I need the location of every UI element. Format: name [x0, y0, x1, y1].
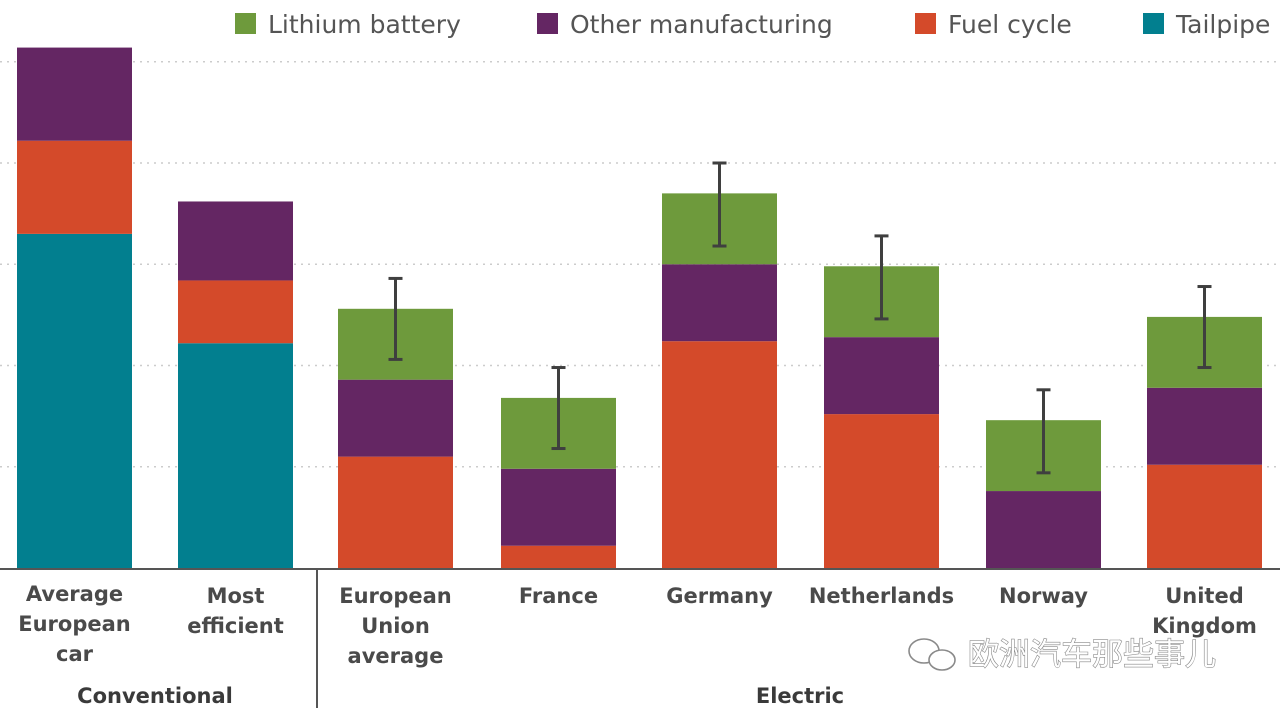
- legend-swatch: [1143, 13, 1164, 34]
- category-label: France: [519, 584, 598, 608]
- category-label: car: [56, 642, 94, 666]
- error-bar: [388, 276, 403, 361]
- legend-label: Fuel cycle: [948, 10, 1072, 39]
- axes: [0, 568, 1280, 708]
- bar-segment-tailpipe: [17, 233, 132, 568]
- legend-swatch: [235, 13, 256, 34]
- bar-segment-other-manufacturing: [1147, 387, 1262, 465]
- category-label: Netherlands: [809, 584, 954, 608]
- bar-segment-tailpipe: [178, 343, 293, 568]
- error-bar: [712, 161, 727, 248]
- legend-label: Lithium battery: [268, 10, 461, 39]
- category-label: efficient: [187, 614, 284, 638]
- group-labels: Conventional Electric: [77, 684, 844, 708]
- legend-label: Other manufacturing: [570, 10, 833, 39]
- group-label: Conventional: [77, 684, 233, 708]
- legend-item-tailpipe: Tailpipe: [1143, 10, 1270, 39]
- bar-segment-other-manufacturing: [338, 379, 453, 457]
- legend-item-lithium-battery: Lithium battery: [235, 10, 461, 39]
- category-label: Union: [361, 614, 430, 638]
- bar-segment-fuel-cycle: [1147, 464, 1262, 568]
- bar-segment-fuel-cycle: [662, 341, 777, 568]
- error-bar: [1197, 285, 1212, 370]
- legend-item-fuel-cycle: Fuel cycle: [915, 10, 1072, 39]
- error-bars: [388, 161, 1212, 475]
- category-label: Norway: [999, 584, 1088, 608]
- bars: [17, 47, 1262, 568]
- error-bar: [874, 234, 889, 321]
- bar-segment-fuel-cycle: [178, 280, 293, 344]
- legend-label: Tailpipe: [1175, 10, 1270, 39]
- bar-segment-fuel-cycle: [501, 545, 616, 568]
- bar-segment-other-manufacturing: [17, 47, 132, 141]
- category-label: Most: [207, 584, 265, 608]
- legend: Lithium battery Other manufacturing Fuel c…: [235, 10, 1270, 39]
- bar-segment-other-manufacturing: [501, 468, 616, 546]
- category-label: European: [18, 612, 130, 636]
- bar-segment-fuel-cycle: [338, 456, 453, 568]
- bar-segment-fuel-cycle: [17, 140, 132, 234]
- category-label: average: [348, 644, 444, 668]
- group-label: Electric: [756, 684, 844, 708]
- bar-segment-other-manufacturing: [824, 337, 939, 415]
- watermark: 欧洲汽车那些事儿: [908, 636, 1217, 674]
- error-bar: [1036, 388, 1051, 475]
- error-bar: [551, 366, 566, 451]
- bar-segment-fuel-cycle: [824, 414, 939, 568]
- legend-item-other-manufacturing: Other manufacturing: [537, 10, 833, 39]
- wechat-icon: [908, 638, 956, 671]
- category-label: Germany: [666, 584, 773, 608]
- legend-swatch: [537, 13, 558, 34]
- category-label: United: [1165, 584, 1244, 608]
- bar-segment-other-manufacturing: [986, 491, 1101, 568]
- category-label: Average: [26, 582, 123, 606]
- category-label: Kingdom: [1152, 614, 1257, 638]
- bar-segment-other-manufacturing: [662, 264, 777, 342]
- category-label: European: [339, 584, 451, 608]
- category-labels: Average European car Most efficient European U…: [18, 582, 1257, 668]
- watermark-text: 欧洲汽车那些事儿: [968, 637, 1216, 673]
- bar-segment-other-manufacturing: [178, 201, 293, 281]
- legend-swatch: [915, 13, 936, 34]
